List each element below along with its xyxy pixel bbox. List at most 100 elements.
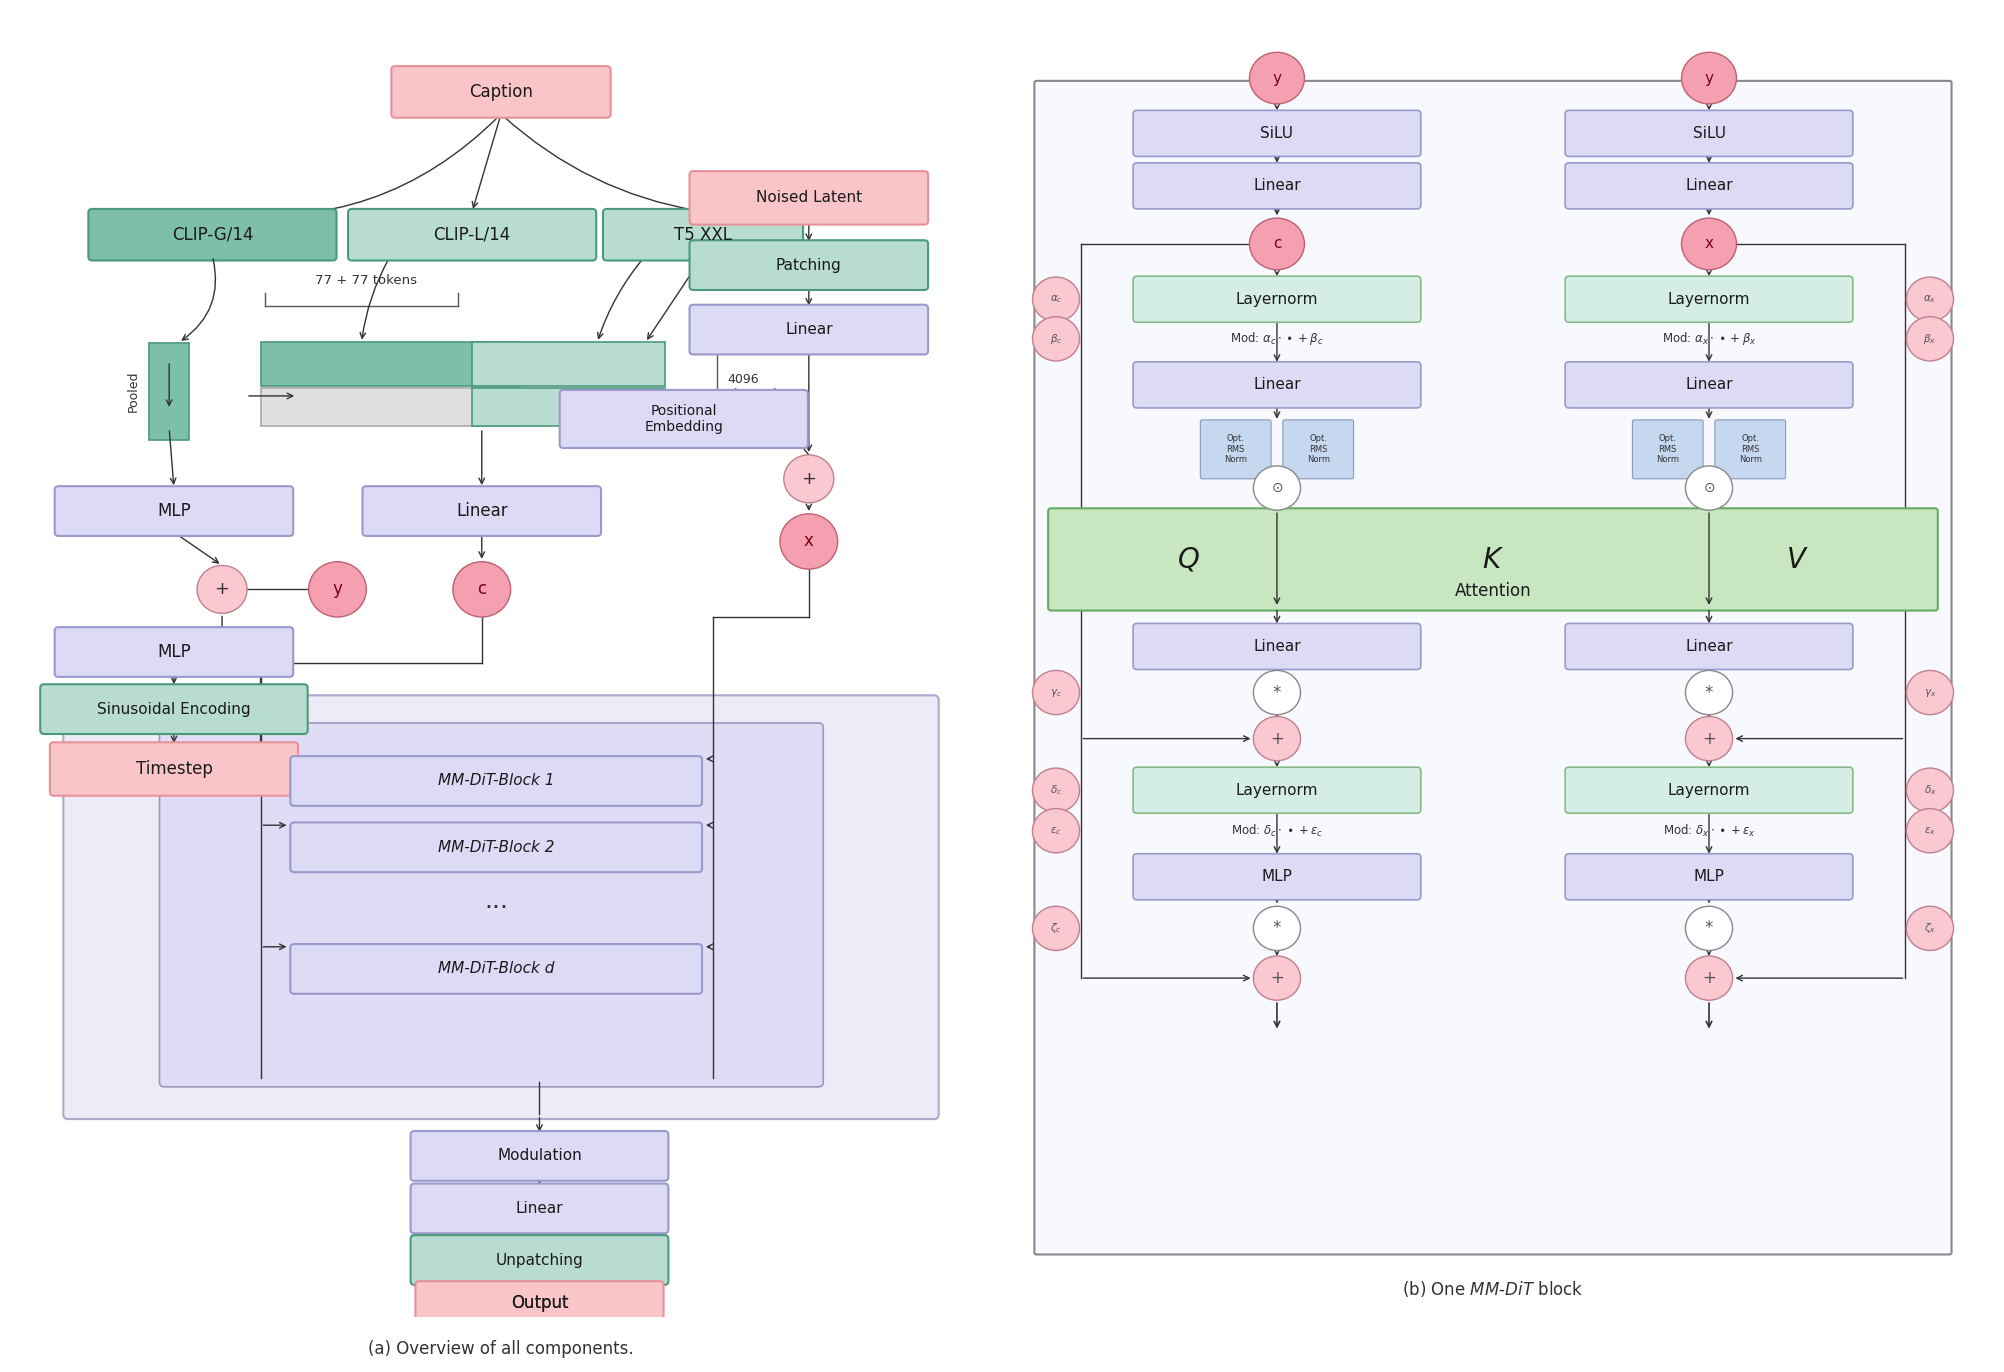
- Circle shape: [1906, 277, 1954, 321]
- Circle shape: [1685, 956, 1733, 1000]
- Text: c: c: [477, 580, 487, 598]
- Circle shape: [1032, 907, 1080, 951]
- Text: c: c: [1273, 236, 1281, 251]
- Bar: [261, 388, 521, 427]
- FancyBboxPatch shape: [1132, 110, 1421, 156]
- FancyBboxPatch shape: [291, 822, 701, 873]
- Circle shape: [1906, 671, 1954, 715]
- Circle shape: [1906, 907, 1954, 951]
- Text: Layernorm: Layernorm: [1236, 782, 1319, 797]
- Text: SiLU: SiLU: [1261, 126, 1293, 141]
- Text: $\odot$: $\odot$: [1703, 482, 1715, 495]
- Text: *: *: [1705, 919, 1713, 937]
- Text: Unpatching: Unpatching: [495, 1253, 583, 1268]
- Circle shape: [1685, 907, 1733, 951]
- Text: Sinusoidal Encoding: Sinusoidal Encoding: [96, 701, 250, 716]
- FancyBboxPatch shape: [1565, 767, 1854, 814]
- FancyBboxPatch shape: [689, 305, 928, 354]
- Text: Attention: Attention: [1455, 582, 1531, 600]
- FancyBboxPatch shape: [411, 1184, 669, 1233]
- FancyBboxPatch shape: [1565, 623, 1854, 670]
- Text: y: y: [333, 580, 343, 598]
- Text: $\alpha_x$: $\alpha_x$: [1924, 294, 1936, 305]
- Text: (b) One $\mathit{MM}$-$\mathit{DiT}$ block: (b) One $\mathit{MM}$-$\mathit{DiT}$ blo…: [1403, 1280, 1583, 1299]
- Text: Linear: Linear: [1252, 178, 1301, 193]
- Text: $\epsilon_x$: $\epsilon_x$: [1924, 825, 1936, 837]
- Text: Output: Output: [511, 1294, 569, 1312]
- Text: $V$: $V$: [1786, 546, 1810, 573]
- FancyBboxPatch shape: [411, 1235, 669, 1284]
- Circle shape: [1032, 671, 1080, 715]
- Circle shape: [196, 565, 246, 613]
- FancyBboxPatch shape: [54, 486, 293, 536]
- Text: *: *: [1705, 683, 1713, 701]
- Text: MLP: MLP: [156, 643, 190, 661]
- FancyBboxPatch shape: [559, 390, 808, 449]
- Text: MM-DiT-Block 1: MM-DiT-Block 1: [439, 774, 555, 789]
- Circle shape: [780, 514, 838, 569]
- Text: Layernorm: Layernorm: [1667, 292, 1749, 307]
- Text: $\odot$: $\odot$: [1271, 482, 1283, 495]
- FancyBboxPatch shape: [349, 209, 597, 261]
- FancyBboxPatch shape: [1132, 853, 1421, 900]
- Text: Timestep: Timestep: [136, 760, 212, 778]
- Text: Mod: $\delta_x \cdot \bullet + \epsilon_x$: Mod: $\delta_x \cdot \bullet + \epsilon_…: [1663, 823, 1756, 838]
- Circle shape: [1248, 218, 1305, 270]
- FancyBboxPatch shape: [291, 944, 701, 993]
- Text: Opt.
RMS
Norm: Opt. RMS Norm: [1655, 435, 1679, 464]
- Text: MM-DiT-Block 2: MM-DiT-Block 2: [439, 840, 555, 855]
- Text: $\gamma_c$: $\gamma_c$: [1050, 686, 1062, 698]
- FancyBboxPatch shape: [1565, 853, 1854, 900]
- Text: $\zeta_x$: $\zeta_x$: [1924, 922, 1936, 936]
- FancyBboxPatch shape: [1048, 508, 1938, 611]
- Circle shape: [784, 456, 834, 502]
- FancyBboxPatch shape: [1715, 420, 1786, 479]
- Circle shape: [1906, 808, 1954, 853]
- Circle shape: [1032, 277, 1080, 321]
- Text: x: x: [1705, 236, 1713, 251]
- FancyBboxPatch shape: [54, 627, 293, 676]
- Text: $\beta_x$: $\beta_x$: [1924, 332, 1936, 346]
- Text: $\beta_c$: $\beta_c$: [1050, 332, 1062, 346]
- Text: y: y: [1705, 70, 1713, 85]
- FancyBboxPatch shape: [50, 742, 299, 796]
- Text: +: +: [1271, 969, 1285, 986]
- Text: $\alpha_c$: $\alpha_c$: [1050, 294, 1062, 305]
- FancyBboxPatch shape: [411, 1131, 669, 1181]
- Text: Linear: Linear: [457, 502, 507, 520]
- Circle shape: [453, 561, 511, 617]
- Text: Linear: Linear: [515, 1200, 563, 1216]
- Text: $Q$: $Q$: [1176, 546, 1200, 573]
- Circle shape: [1032, 808, 1080, 853]
- FancyBboxPatch shape: [1565, 110, 1854, 156]
- Circle shape: [1681, 218, 1737, 270]
- Circle shape: [1685, 671, 1733, 715]
- Bar: [473, 388, 665, 427]
- Text: CLIP-G/14: CLIP-G/14: [172, 226, 253, 244]
- Circle shape: [1906, 317, 1954, 361]
- Text: Patching: Patching: [776, 258, 842, 273]
- FancyBboxPatch shape: [291, 756, 701, 805]
- FancyBboxPatch shape: [1132, 362, 1421, 407]
- Text: CLIP-L/14: CLIP-L/14: [433, 226, 511, 244]
- Text: SiLU: SiLU: [1693, 126, 1725, 141]
- Text: Mod: $\alpha_c \cdot \bullet + \beta_c$: Mod: $\alpha_c \cdot \bullet + \beta_c$: [1230, 331, 1325, 347]
- Text: MLP: MLP: [1261, 870, 1293, 885]
- FancyBboxPatch shape: [40, 685, 309, 734]
- Text: *: *: [1273, 683, 1281, 701]
- Text: +: +: [1701, 969, 1715, 986]
- Text: 4096
channel: 4096 channel: [727, 373, 778, 401]
- Circle shape: [1681, 52, 1737, 104]
- Text: Linear: Linear: [786, 322, 832, 338]
- Text: MM-DiT-Block d: MM-DiT-Block d: [439, 962, 555, 977]
- Text: Mod: $\alpha_x \cdot \bullet + \beta_x$: Mod: $\alpha_x \cdot \bullet + \beta_x$: [1661, 331, 1756, 347]
- Text: Linear: Linear: [1252, 377, 1301, 392]
- Text: Opt.
RMS
Norm: Opt. RMS Norm: [1739, 435, 1762, 464]
- Circle shape: [1252, 466, 1301, 510]
- Text: ...: ...: [485, 889, 509, 912]
- Text: MLP: MLP: [1693, 870, 1725, 885]
- FancyBboxPatch shape: [1132, 767, 1421, 814]
- Text: Layernorm: Layernorm: [1236, 292, 1319, 307]
- Text: Linear: Linear: [1685, 178, 1733, 193]
- Text: Linear: Linear: [1252, 639, 1301, 654]
